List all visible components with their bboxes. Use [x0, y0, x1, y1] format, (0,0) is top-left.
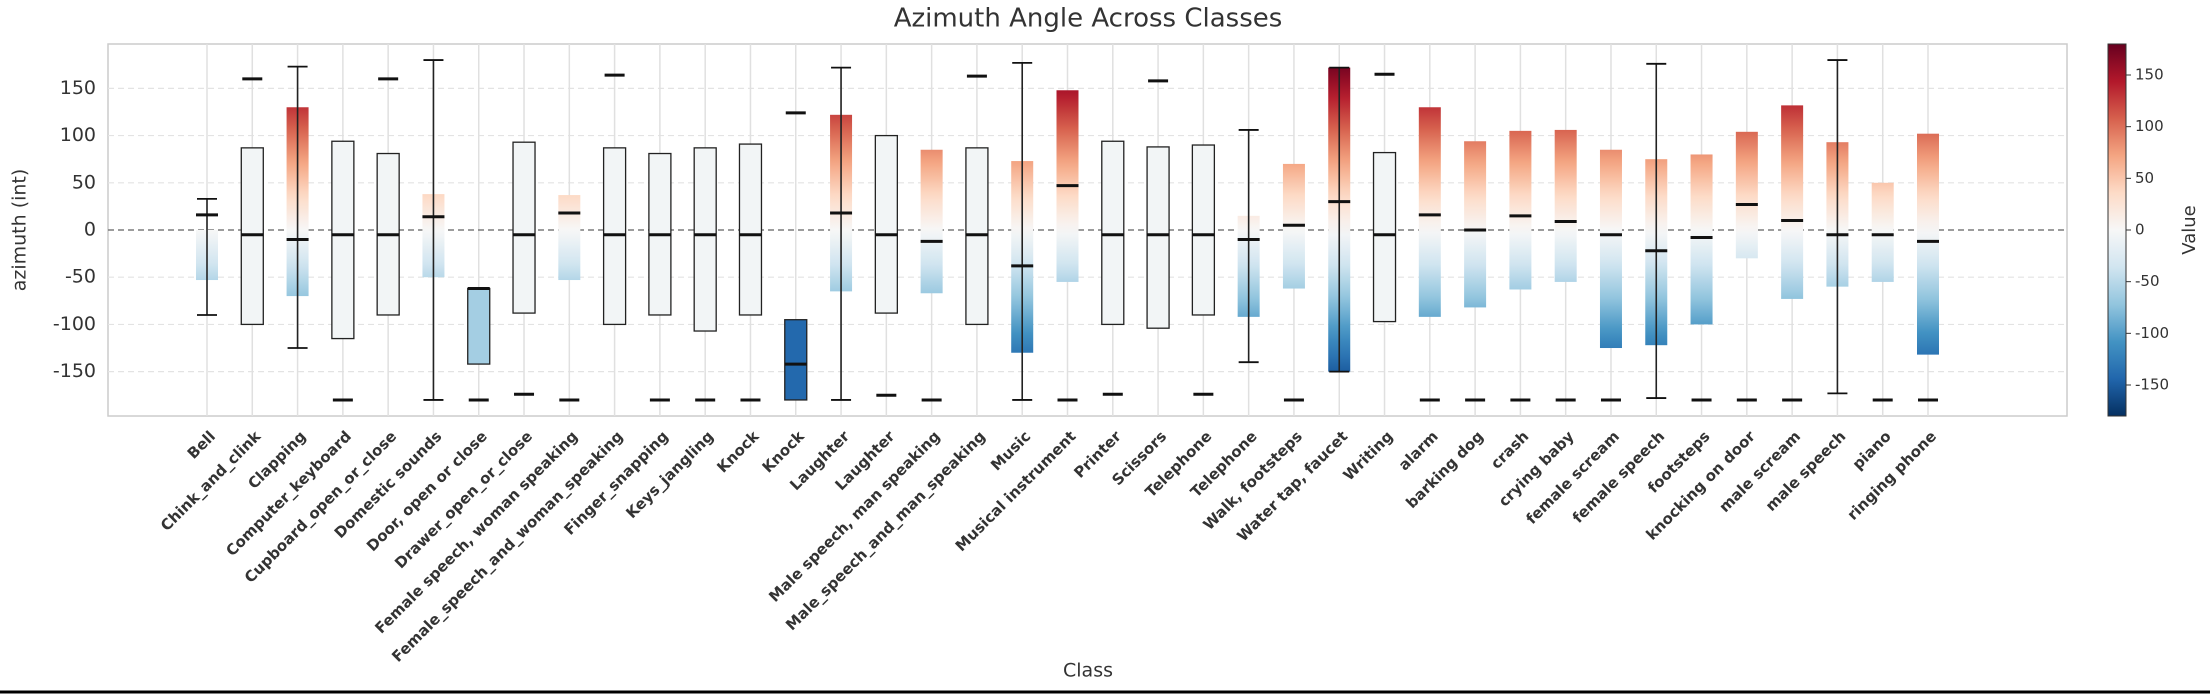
y-tick-label: 150: [60, 77, 96, 99]
colorbar-tick-label: -150: [2135, 376, 2169, 394]
bar: [1917, 133, 1939, 355]
bar: [738, 143, 763, 316]
bar: [1509, 130, 1532, 290]
bar: [1372, 151, 1397, 323]
bar: [1690, 154, 1713, 325]
bar: [1871, 182, 1894, 282]
bar: [1781, 105, 1804, 299]
y-tick-label: 0: [84, 219, 96, 241]
chart-title: Azimuth Angle Across Classes: [894, 4, 1283, 34]
bar: [1101, 140, 1125, 326]
colorbar-tick-label: 0: [2135, 221, 2145, 239]
y-tick-label: -100: [53, 313, 96, 335]
bar: [784, 319, 808, 401]
bar: [1599, 149, 1622, 349]
bar: [1146, 146, 1170, 329]
colorbar: [2107, 43, 2127, 417]
colorbar-tick-label: -50: [2135, 272, 2160, 290]
colorbar-tick-label: 150: [2135, 66, 2164, 84]
bar: [558, 195, 581, 281]
y-tick-label: 100: [60, 124, 96, 146]
y-axis-label: azimuth (int): [9, 169, 31, 292]
colorbar-tick-label: -100: [2135, 324, 2169, 342]
bar: [874, 134, 898, 314]
bar: [693, 147, 717, 332]
bar: [1464, 141, 1487, 308]
bar: [1191, 144, 1216, 316]
bar: [512, 141, 536, 314]
y-tick-label: -50: [65, 266, 96, 288]
bar: [1554, 129, 1577, 282]
bar: [920, 149, 943, 294]
y-tick-label: -150: [53, 360, 96, 382]
x-axis-label: Class: [1063, 660, 1113, 682]
bar: [331, 140, 355, 340]
bar: [1418, 107, 1441, 317]
colorbar-label: Value: [2179, 205, 2200, 254]
bar: [467, 287, 491, 365]
y-tick-label: 50: [72, 171, 96, 193]
colorbar-tick-label: 100: [2135, 117, 2164, 135]
colorbar-tick-label: 50: [2135, 169, 2154, 187]
bar: [1735, 131, 1758, 259]
